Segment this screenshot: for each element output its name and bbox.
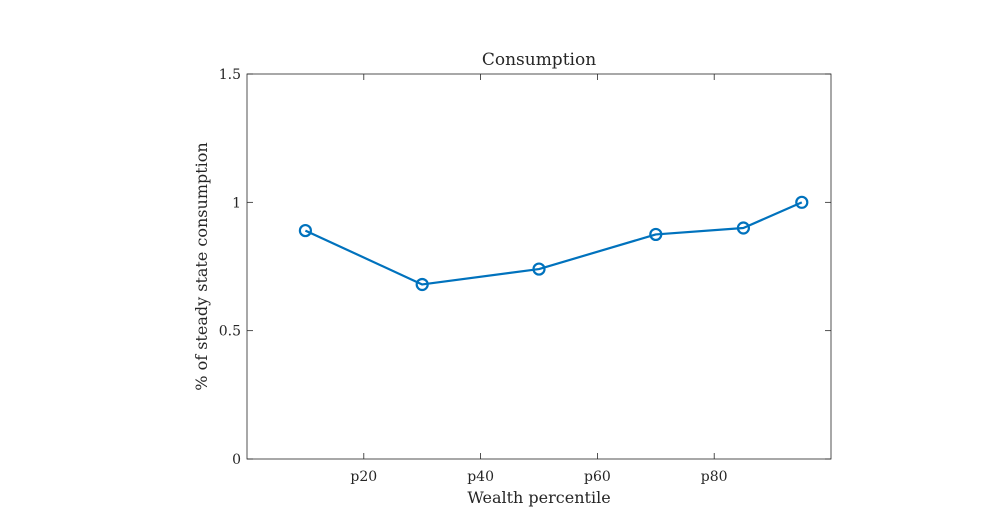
x-tick-label: p60 <box>584 469 611 485</box>
x-tick-label: p20 <box>350 469 377 485</box>
axis-ticks <box>247 73 831 460</box>
x-tick-label: p40 <box>467 469 494 485</box>
x-axis-label: Wealth percentile <box>467 488 610 507</box>
data-point-marker <box>415 277 429 292</box>
data-point-marker <box>736 221 751 235</box>
y-tick-label: 0.5 <box>219 324 241 340</box>
plot-area <box>246 73 832 460</box>
y-tick-label: 1 <box>232 195 241 211</box>
y-axis-label: % of steady state consumption <box>192 142 211 390</box>
y-tick-label: 0 <box>232 452 241 468</box>
data-point-marker <box>532 262 546 276</box>
data-point-marker <box>649 227 663 242</box>
data-point-marker <box>795 195 809 209</box>
axis-tick-labels: p20 p40 p60 p80 0 0.5 1 1.5 <box>219 67 728 485</box>
chart-title: Consumption <box>482 50 596 70</box>
series-line <box>304 201 803 286</box>
x-tick-label: p80 <box>701 469 728 485</box>
data-point-marker <box>298 223 312 238</box>
series-layer <box>298 195 809 292</box>
y-tick-label: 1.5 <box>219 67 241 83</box>
